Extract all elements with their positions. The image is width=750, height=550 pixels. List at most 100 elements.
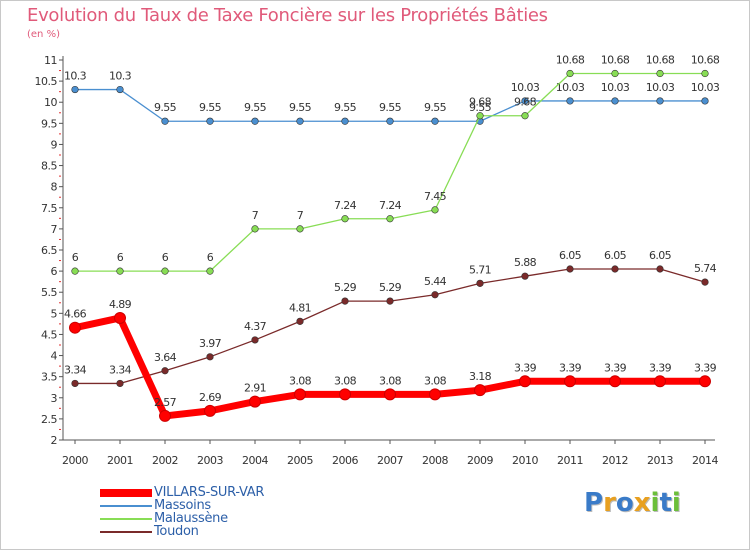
data-label: 7.45 xyxy=(424,190,447,203)
data-label: 2.91 xyxy=(244,382,266,395)
data-point xyxy=(476,112,484,120)
data-point xyxy=(296,117,304,125)
proxiti-logo: Proxiti xyxy=(584,488,681,518)
data-label: 9.55 xyxy=(244,101,267,114)
data-point xyxy=(251,117,259,125)
logo-letter: i xyxy=(671,488,681,518)
data-label: 3.39 xyxy=(649,361,672,374)
data-label: 10.3 xyxy=(64,70,87,83)
data-label: 10.03 xyxy=(556,81,585,94)
y-tick-label: 3 xyxy=(51,392,58,405)
y-tick-label: 10.5 xyxy=(35,75,58,88)
data-point xyxy=(71,379,79,388)
data-label: 3.97 xyxy=(199,337,222,350)
y-tick-label: 7 xyxy=(51,223,58,236)
legend-swatch xyxy=(100,489,152,497)
x-tick-label: 2013 xyxy=(647,454,673,467)
logo-letter: o xyxy=(615,488,634,518)
data-point xyxy=(656,97,664,105)
data-point xyxy=(159,409,171,422)
data-point xyxy=(341,117,349,125)
data-label: 9.55 xyxy=(289,101,312,114)
y-tick-label: 11 xyxy=(44,54,57,67)
x-tick-label: 2011 xyxy=(557,454,583,467)
data-label: 6 xyxy=(117,251,124,264)
data-point xyxy=(206,117,214,125)
data-point xyxy=(386,297,394,305)
data-point xyxy=(206,353,214,361)
data-point xyxy=(296,225,304,233)
data-label: 5.29 xyxy=(379,281,402,294)
data-point xyxy=(701,278,709,286)
series-malauss-ne: 6 6 6 6 7 7 7.24 7.24 7.45 9.68 9.68 10.68 10.68 10.6… xyxy=(71,54,720,275)
data-label: 3.08 xyxy=(424,374,447,387)
data-label: 5.44 xyxy=(424,275,447,288)
y-tick-label: 3.5 xyxy=(41,371,57,384)
data-point xyxy=(71,85,79,94)
data-point xyxy=(701,97,709,105)
data-point xyxy=(116,85,124,94)
series-villars-sur-var: 4.66 4.89 2.57 2.69 2.91 3.08 3.08 3.08 3.08 3.18… xyxy=(64,298,717,422)
data-point xyxy=(519,375,531,388)
y-axis-unit-label: (en %) xyxy=(27,29,60,40)
data-point xyxy=(566,97,574,105)
data-label: 7 xyxy=(297,209,304,222)
data-point xyxy=(116,379,124,388)
data-label: 3.39 xyxy=(604,361,627,374)
x-tick-label: 2002 xyxy=(152,454,178,467)
data-label: 9.55 xyxy=(199,101,222,114)
data-label: 3.34 xyxy=(109,363,132,376)
data-label: 7 xyxy=(252,209,259,222)
data-point xyxy=(69,321,81,334)
x-tick-label: 2003 xyxy=(197,454,223,467)
y-tick-label: 6.5 xyxy=(41,244,57,257)
data-label: 10.3 xyxy=(109,70,132,83)
data-label: 6 xyxy=(72,251,79,264)
data-point xyxy=(161,117,169,125)
legend-label: Malaussène xyxy=(154,511,228,526)
data-point xyxy=(161,267,169,275)
data-label: 9.68 xyxy=(514,96,537,109)
legend-label: Massoins xyxy=(154,498,211,513)
data-label: 3.08 xyxy=(289,374,312,387)
data-label: 10.68 xyxy=(556,54,585,67)
data-label: 5.29 xyxy=(334,281,357,294)
data-point xyxy=(249,395,261,408)
data-label: 10.68 xyxy=(691,54,720,67)
data-label: 6.05 xyxy=(559,249,582,262)
data-point xyxy=(206,267,214,275)
data-point xyxy=(431,206,439,214)
data-label: 3.39 xyxy=(559,361,582,374)
data-label: 3.34 xyxy=(64,363,87,376)
x-tick-label: 2008 xyxy=(422,454,448,467)
logo-letter: r xyxy=(603,488,616,518)
logo-letter: x xyxy=(633,488,651,518)
y-tick-label: 10 xyxy=(44,96,57,109)
data-point xyxy=(116,267,124,275)
data-point xyxy=(654,375,666,388)
data-label: 9.55 xyxy=(154,101,177,114)
data-point xyxy=(384,388,396,401)
data-point xyxy=(204,404,216,417)
y-tick-label: 9 xyxy=(51,138,58,151)
data-label: 10.68 xyxy=(646,54,675,67)
data-label: 10.03 xyxy=(511,81,540,94)
legend-label: Toudon xyxy=(154,524,199,539)
logo-letter: t xyxy=(659,488,672,518)
data-point xyxy=(521,112,529,120)
data-label: 6.05 xyxy=(649,249,672,262)
data-point xyxy=(386,117,394,125)
data-label: 6 xyxy=(207,251,214,264)
data-point xyxy=(566,265,574,273)
data-point xyxy=(114,311,126,324)
x-tick-label: 2000 xyxy=(62,454,88,467)
data-point xyxy=(701,69,709,78)
x-tick-label: 2012 xyxy=(602,454,628,467)
data-point xyxy=(521,97,529,105)
series-massoins: 10.3 10.3 9.55 9.55 9.55 9.55 9.55 9.55 9.55 9.55… xyxy=(64,70,720,125)
data-point xyxy=(296,317,304,325)
data-point xyxy=(611,97,619,105)
data-label: 5.74 xyxy=(694,262,717,275)
data-label: 3.18 xyxy=(469,370,492,383)
y-tick-label: 2.5 xyxy=(41,413,57,426)
